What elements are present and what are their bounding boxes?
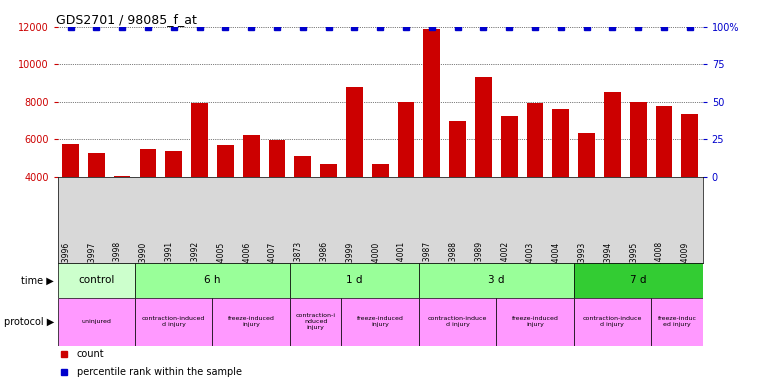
- Bar: [165, 151, 182, 252]
- Bar: [191, 103, 208, 252]
- Text: 7 d: 7 d: [630, 275, 647, 285]
- Bar: [213, 298, 290, 346]
- Bar: [574, 263, 703, 298]
- Bar: [630, 102, 647, 252]
- Text: uninjured: uninjured: [81, 319, 111, 324]
- Text: freeze-induc
ed injury: freeze-induc ed injury: [657, 316, 697, 327]
- Bar: [290, 298, 342, 346]
- Bar: [578, 132, 595, 252]
- Bar: [527, 103, 544, 252]
- Bar: [496, 298, 574, 346]
- Bar: [346, 87, 362, 252]
- Bar: [320, 164, 337, 252]
- Bar: [656, 106, 673, 252]
- Text: count: count: [77, 349, 104, 359]
- Bar: [552, 109, 569, 252]
- Text: protocol ▶: protocol ▶: [4, 316, 54, 327]
- Bar: [475, 78, 492, 252]
- Bar: [574, 298, 651, 346]
- Text: contraction-induce
d injury: contraction-induce d injury: [428, 316, 487, 327]
- Bar: [88, 153, 104, 252]
- Bar: [243, 136, 260, 252]
- Text: freeze-induced
injury: freeze-induced injury: [356, 316, 404, 327]
- Bar: [423, 29, 440, 252]
- Bar: [449, 121, 466, 252]
- Text: freeze-induced
injury: freeze-induced injury: [227, 316, 275, 327]
- Bar: [342, 298, 419, 346]
- Text: contraction-induced
d injury: contraction-induced d injury: [142, 316, 205, 327]
- Bar: [114, 176, 131, 252]
- Bar: [135, 263, 290, 298]
- Bar: [140, 149, 157, 252]
- Bar: [135, 298, 213, 346]
- Bar: [58, 263, 135, 298]
- Bar: [651, 298, 703, 346]
- Bar: [269, 140, 286, 252]
- Bar: [290, 263, 419, 298]
- Text: 6 h: 6 h: [204, 275, 220, 285]
- Text: freeze-induced
injury: freeze-induced injury: [511, 316, 558, 327]
- Bar: [419, 263, 574, 298]
- Bar: [294, 156, 311, 252]
- Bar: [217, 145, 233, 252]
- Bar: [58, 298, 135, 346]
- Text: time ▶: time ▶: [21, 275, 54, 285]
- Text: contraction-induce
d injury: contraction-induce d injury: [583, 316, 642, 327]
- Bar: [419, 298, 496, 346]
- Text: control: control: [78, 275, 114, 285]
- Bar: [501, 116, 518, 252]
- Bar: [681, 114, 698, 252]
- Text: 1 d: 1 d: [346, 275, 362, 285]
- Bar: [372, 164, 389, 252]
- Text: GDS2701 / 98085_f_at: GDS2701 / 98085_f_at: [56, 13, 197, 26]
- Text: 3 d: 3 d: [488, 275, 505, 285]
- Bar: [62, 144, 79, 252]
- Text: percentile rank within the sample: percentile rank within the sample: [77, 366, 242, 377]
- Text: contraction-i
nduced
injury: contraction-i nduced injury: [296, 313, 336, 330]
- Bar: [604, 93, 621, 252]
- Bar: [398, 102, 415, 252]
